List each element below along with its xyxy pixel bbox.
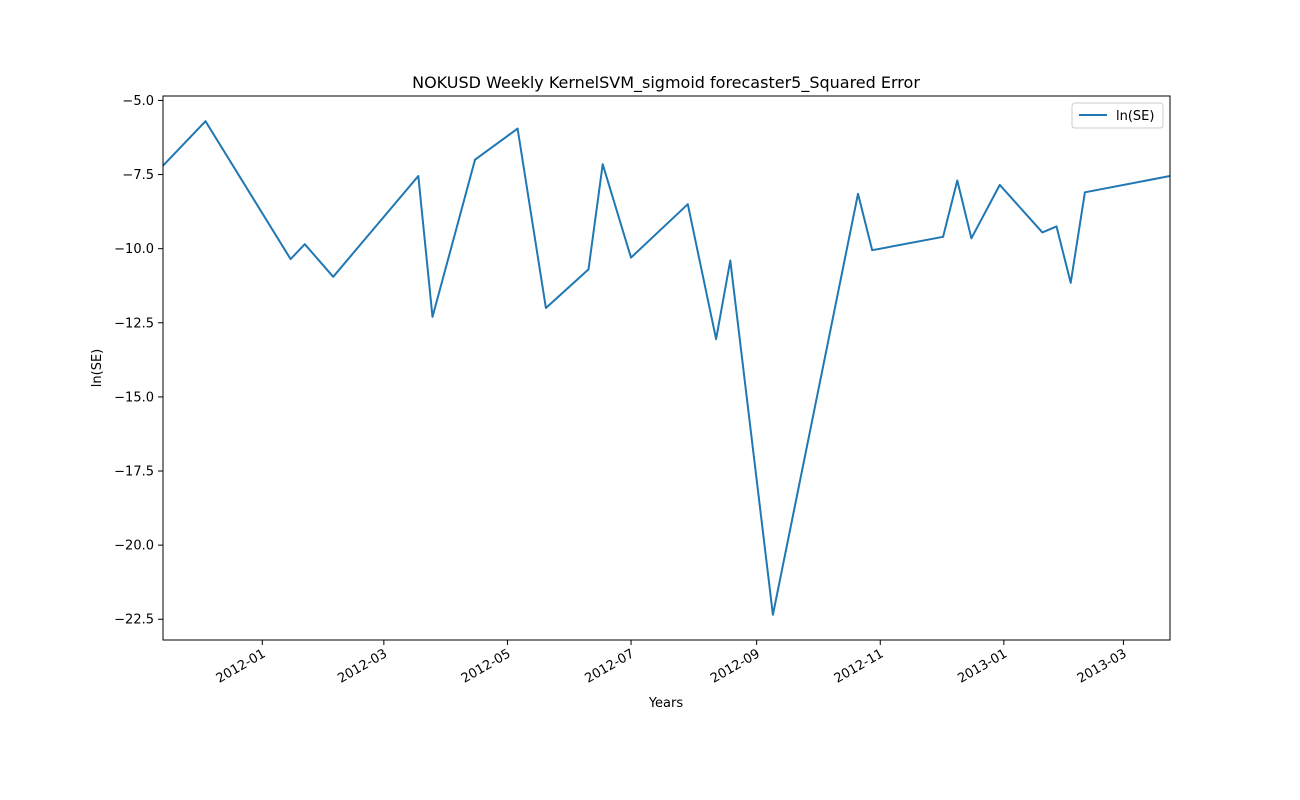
legend-box xyxy=(1071,102,1164,129)
legend-label: ln(SE) xyxy=(1116,109,1154,124)
y-tick-label: −20.0 xyxy=(114,539,154,554)
y-tick-label: −5.0 xyxy=(122,94,154,109)
series-line-0 xyxy=(162,120,1171,616)
y-tick-label: −15.0 xyxy=(114,390,154,405)
y-tick-label: −22.5 xyxy=(114,613,154,628)
y-tick-label: −10.0 xyxy=(114,242,154,257)
x-axis-label: Years xyxy=(648,696,684,711)
y-axis-label: ln(SE) xyxy=(90,349,105,387)
y-tick-label: −17.5 xyxy=(114,465,154,480)
plot-frame xyxy=(162,95,1171,641)
chart-title: NOKUSD Weekly KernelSVM_sigmoid forecast… xyxy=(412,73,920,93)
y-tick-label: −7.5 xyxy=(122,168,154,183)
y-axis: −5.0 −7.5 −10.0 −12.5 −15.0 −17.5 −20.0 −22.5 xyxy=(114,94,163,628)
legend: ln(SE) xyxy=(1071,102,1164,129)
y-tick-label: −12.5 xyxy=(114,316,154,331)
